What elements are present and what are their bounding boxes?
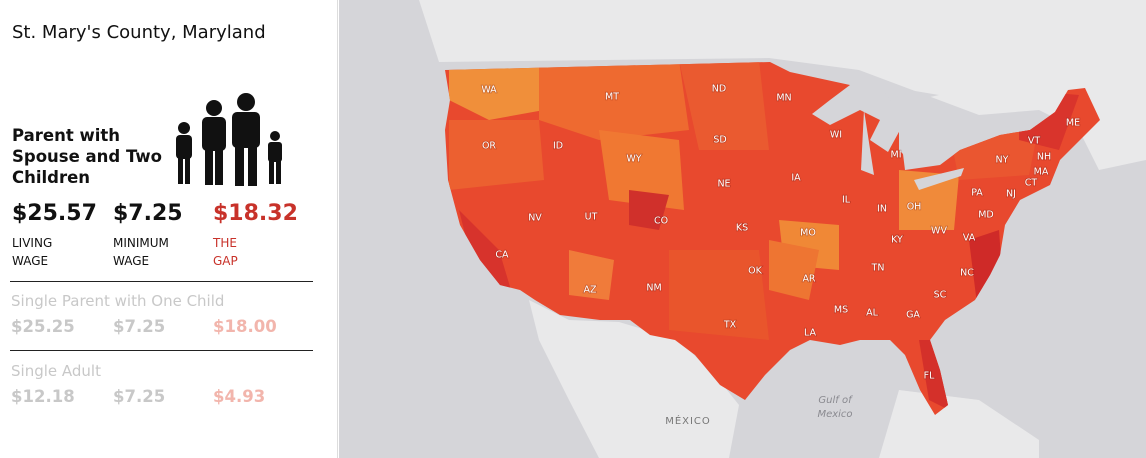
family-title: Parent with Spouse and Two Children [12,126,162,187]
state-label: NJ [1006,189,1016,200]
state-label: KS [736,223,748,234]
state-label: OH [907,202,922,213]
state-label: TN [871,263,885,274]
map: MÉXICO WA MT ND MN OR ID SD WI MI WY VT ME NY NH IA NE O… [339,0,1146,458]
state-label: ND [712,84,726,95]
state-label: NC [960,268,974,279]
wage-gap: $4.93 [213,387,266,406]
family-icon [176,93,282,186]
state-label: NM [646,283,661,294]
state-label: MO [800,228,816,239]
state-label: CO [654,216,668,227]
cuba [879,390,1039,458]
canada [419,0,1146,170]
state-label: WA [481,85,497,96]
column-label: LIVING WAGE [12,236,53,268]
minimum-wage: $7.25 [113,201,183,226]
state-label: MN [776,93,791,104]
family-title[interactable]: Single Adult [11,362,101,380]
column-label: MINIMUM WAGE [113,236,169,268]
wage-gap: $18.00 [213,317,277,336]
lake-huron [899,125,924,165]
divider [10,281,313,282]
minimum-wage: $7.25 [113,317,166,336]
state-label: FL [924,371,935,382]
water-label: Gulf of Mexico [817,395,853,420]
family-title[interactable]: Single Parent with One Child [11,292,225,310]
state-label: MD [978,210,994,221]
state-label: AR [802,274,815,285]
minimum-wage: $7.25 [113,387,166,406]
state-label: NH [1037,152,1051,163]
state-label: NY [996,155,1009,166]
living-wage: $12.18 [11,387,75,406]
state-label: SC [934,290,947,301]
location: St. Mary's County, Maryland [12,22,266,43]
state-label: MS [834,305,848,316]
state-label: OK [748,266,762,277]
state-label: MI [891,150,902,161]
country-label: MÉXICO [665,414,711,427]
state-label: WI [830,130,842,141]
state-label: MT [605,92,619,103]
state-label: SD [713,135,726,146]
mexico [529,300,739,458]
wage-gap: $18.32 [213,201,298,226]
lake-erie [914,168,964,190]
state-label: NV [528,213,542,224]
state-label: MA [1034,167,1049,178]
state-label: AZ [583,285,596,296]
state-label: PA [971,188,983,199]
state-label: AL [866,308,878,319]
state-label: WV [931,226,947,237]
living-wage: $25.25 [11,317,75,336]
state-label: CT [1025,178,1038,189]
state-label: OR [482,141,496,152]
state-label: WY [626,154,641,165]
lake-superior [879,85,939,105]
state-label: IA [791,173,801,184]
sidebar: St. Mary's County, Maryland Parent with … [0,0,338,458]
state-label: VT [1028,136,1040,147]
state-label: IN [877,204,887,215]
state-label: ME [1066,118,1080,129]
state-label: TX [723,320,737,331]
state-label: ID [553,141,563,152]
lake-michigan [861,110,874,175]
state-label: VA [963,233,976,244]
state-label: GA [906,310,920,321]
state-label: IL [842,195,851,206]
column-label: THE GAP [213,236,238,268]
state-label: UT [585,212,598,223]
state-label: NE [717,179,730,190]
state-label: CA [495,250,509,261]
divider [10,350,313,351]
state-label: LA [804,328,817,339]
living-wage: $25.57 [12,201,97,226]
state-labels: WA MT ND MN OR ID SD WI MI WY VT ME NY NH IA NE OH PA CTMA… [481,83,1081,383]
state-label: KY [891,235,903,246]
